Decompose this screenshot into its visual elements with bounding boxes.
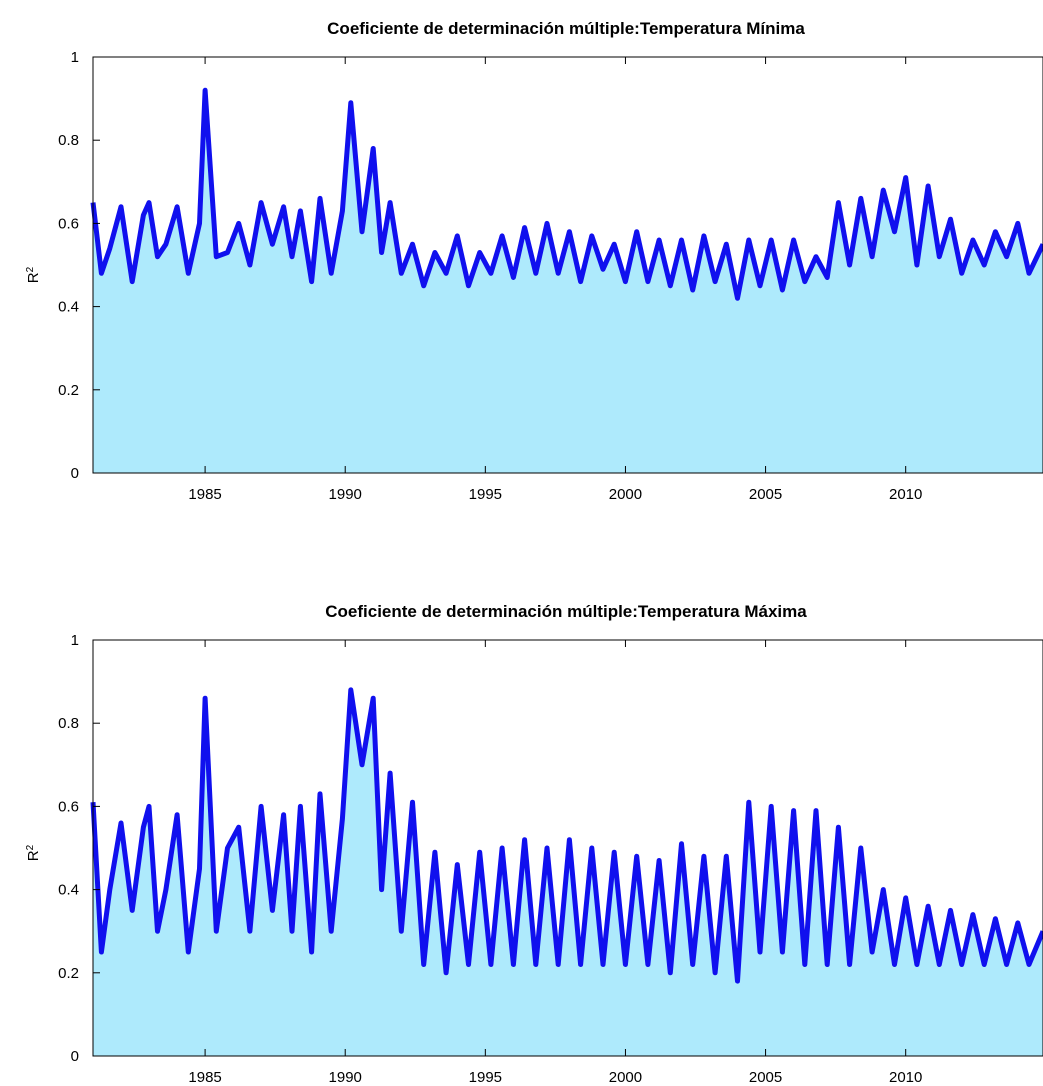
chart-top-axes-border (92, 56, 1043, 474)
chart-bottom-xtick-label: 2005 (749, 1069, 782, 1086)
chart-bottom-xtick-label: 1995 (469, 1069, 502, 1086)
chart-top: Coeficiente de determinación múltiple:Te… (25, 19, 1043, 503)
chart-top-xtick-label: 1985 (188, 486, 221, 503)
chart-top-ytick-label: 0 (71, 465, 79, 482)
chart-top-xtick-label: 1995 (469, 486, 502, 503)
chart-top-ylabel: R2 (25, 266, 43, 283)
chart-bottom-axes-border (92, 639, 1043, 1057)
chart-bottom: Coeficiente de determinación múltiple:Te… (25, 602, 1043, 1086)
chart-top-xtick-label: 1990 (329, 486, 362, 503)
chart-bottom-ytick-label: 1 (71, 632, 79, 649)
chart-top-xtick-label: 2010 (889, 486, 922, 503)
chart-bottom-xtick-label: 1985 (188, 1069, 221, 1086)
chart-bottom-ytick-label: 0.2 (58, 965, 79, 982)
chart-bottom-ytick-label: 0.6 (58, 798, 79, 815)
chart-bottom-title: Coeficiente de determinación múltiple:Te… (325, 602, 807, 621)
chart-bottom-ytick-label: 0 (71, 1048, 79, 1065)
chart-top-ytick-label: 0.6 (58, 215, 79, 232)
chart-top-xtick-label: 2000 (609, 486, 642, 503)
chart-top-ytick-label: 0.8 (58, 132, 79, 149)
chart-bottom-xtick-label: 1990 (329, 1069, 362, 1086)
chart-bottom-series-line (90, 687, 1043, 984)
chart-bottom-xtick-label: 2000 (609, 1069, 642, 1086)
chart-top-title: Coeficiente de determinación múltiple:Te… (327, 19, 805, 38)
chart-top-series-line (90, 87, 1043, 301)
chart-top-area (93, 90, 1043, 474)
chart-bottom-ylabel: R2 (25, 844, 43, 861)
chart-top-ytick-label: 1 (71, 49, 79, 66)
chart-top-ytick-label: 0.2 (58, 382, 79, 399)
chart-top-xtick-label: 2005 (749, 486, 782, 503)
chart-bottom-ytick-label: 0.4 (58, 882, 79, 899)
chart-bottom-ytick-label: 0.8 (58, 715, 79, 732)
chart-bottom-xtick-label: 2010 (889, 1069, 922, 1086)
chart-top-ytick-label: 0.4 (58, 299, 79, 316)
